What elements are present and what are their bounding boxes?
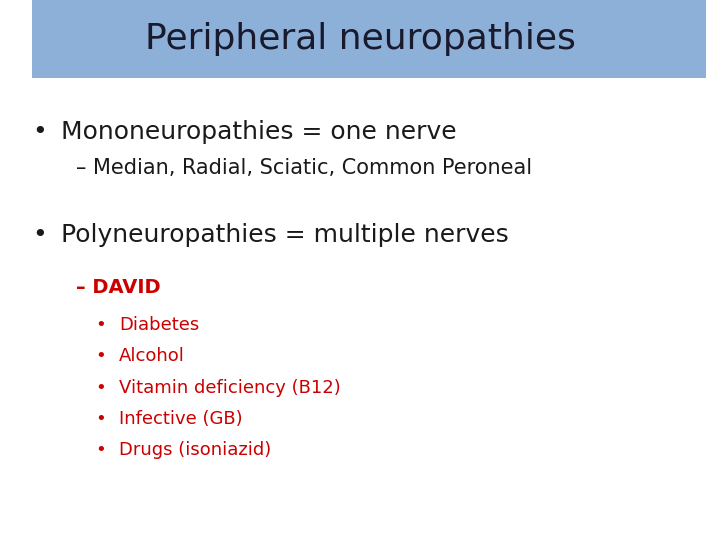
Text: Vitamin deficiency (B12): Vitamin deficiency (B12) xyxy=(119,379,341,397)
Text: Peripheral neuropathies: Peripheral neuropathies xyxy=(145,22,575,56)
Text: Alcohol: Alcohol xyxy=(119,347,184,366)
Text: •: • xyxy=(96,441,106,460)
Text: •: • xyxy=(96,347,106,366)
Text: Infective (GB): Infective (GB) xyxy=(119,410,243,428)
Text: – Median, Radial, Sciatic, Common Peroneal: – Median, Radial, Sciatic, Common Perone… xyxy=(76,158,532,179)
Text: Polyneuropathies = multiple nerves: Polyneuropathies = multiple nerves xyxy=(61,223,509,247)
Text: •: • xyxy=(96,316,106,334)
Text: •: • xyxy=(96,410,106,428)
Text: – DAVID: – DAVID xyxy=(76,278,161,297)
FancyBboxPatch shape xyxy=(32,0,706,78)
Text: •: • xyxy=(32,120,47,144)
Text: •: • xyxy=(96,379,106,397)
Text: Drugs (isoniazid): Drugs (isoniazid) xyxy=(119,441,271,460)
Text: Diabetes: Diabetes xyxy=(119,316,199,334)
Text: •: • xyxy=(32,223,47,247)
Text: Mononeuropathies = one nerve: Mononeuropathies = one nerve xyxy=(61,120,456,144)
